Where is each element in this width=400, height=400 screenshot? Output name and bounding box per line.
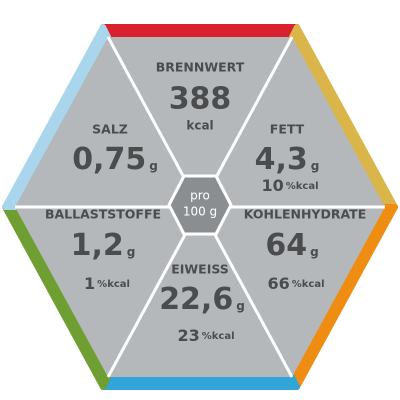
segment-amount: 0,75 g	[72, 142, 158, 177]
segment-percent: 10	[261, 176, 283, 195]
segment-value: 1,2	[71, 228, 124, 263]
segment-percent: 1	[84, 274, 95, 293]
segment-percent-line: 10 %kcal	[261, 176, 318, 195]
segment-percent-unit: %kcal	[286, 181, 319, 192]
segment-percent-unit: %kcal	[97, 279, 130, 290]
segment-unit: g	[311, 159, 320, 173]
segment-value: 4,3	[255, 142, 308, 177]
segment-value: 22,6	[159, 282, 233, 317]
segment-unit: g	[149, 159, 158, 173]
segment-value: 64	[265, 228, 307, 263]
center-line2: 100 g	[183, 205, 217, 219]
segment-title: SALZ	[92, 122, 128, 137]
segment-unit: g	[127, 245, 136, 259]
segment-unit: g	[236, 299, 245, 313]
segment-value: 388	[169, 82, 232, 117]
segment-amount: 4,3 g	[255, 142, 320, 177]
segment-title: FETT	[270, 122, 305, 137]
segment-percent: 66	[267, 274, 289, 293]
border-top	[100, 24, 300, 40]
segment-percent-unit: %kcal	[202, 331, 235, 342]
segment-unit: g	[310, 245, 319, 259]
segment-title: EIWEISS	[171, 262, 229, 277]
segment-amount: 1,2 g	[71, 228, 136, 263]
segment-amount: 64 g	[265, 228, 318, 263]
segment-amount: 22,6 g	[159, 282, 245, 317]
segment-percent-unit: %kcal	[292, 279, 325, 290]
segment-percent-line: 1 %kcal	[84, 274, 130, 293]
segment-percent: 23	[177, 326, 199, 345]
segment-value: 0,75	[72, 142, 146, 177]
segment-title: KOHLENHYDRATE	[244, 207, 366, 222]
border-bottom	[100, 374, 300, 390]
segment-unit: kcal	[186, 119, 213, 133]
segment-title: BRENNWERT	[156, 60, 245, 75]
segment-title: BALLASTSTOFFE	[45, 207, 161, 222]
segment-percent-line: 23 %kcal	[177, 326, 234, 345]
center-hexagon	[167, 174, 233, 236]
segment-percent-line: 66 %kcal	[267, 274, 324, 293]
center-line1: pro	[190, 189, 210, 203]
